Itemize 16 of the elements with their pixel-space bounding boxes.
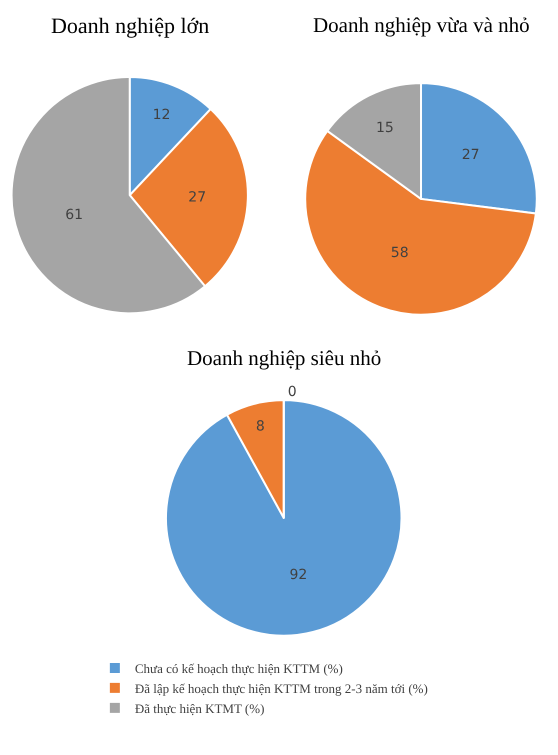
data-label: 61	[65, 207, 84, 224]
legend-label: Chưa có kế hoạch thực hiện KTTM (%)	[134, 661, 343, 676]
pie-slice	[165, 399, 402, 637]
text: 0	[288, 384, 297, 400]
chart-title: Doanh nghiệp lớn	[51, 13, 210, 38]
data-label: 8	[256, 418, 265, 435]
legend-label: Đã lập kế hoạch thực hiện KTTM trong 2-3 năm tới (%)	[134, 680, 428, 696]
chart-title: Doanh nghiệp vừa và nhỏ	[313, 13, 530, 37]
legend-label: Đã thực hiện KTMT (%)	[134, 700, 264, 716]
chart-title: Doanh nghiệp siêu nhỏ	[187, 346, 382, 370]
data-label: 58	[390, 244, 409, 261]
data-label: 12	[152, 106, 170, 123]
data-label: 92	[289, 566, 308, 583]
data-label: 15	[376, 120, 394, 136]
data-label: 27	[188, 189, 206, 206]
data-label: 27	[462, 147, 480, 164]
